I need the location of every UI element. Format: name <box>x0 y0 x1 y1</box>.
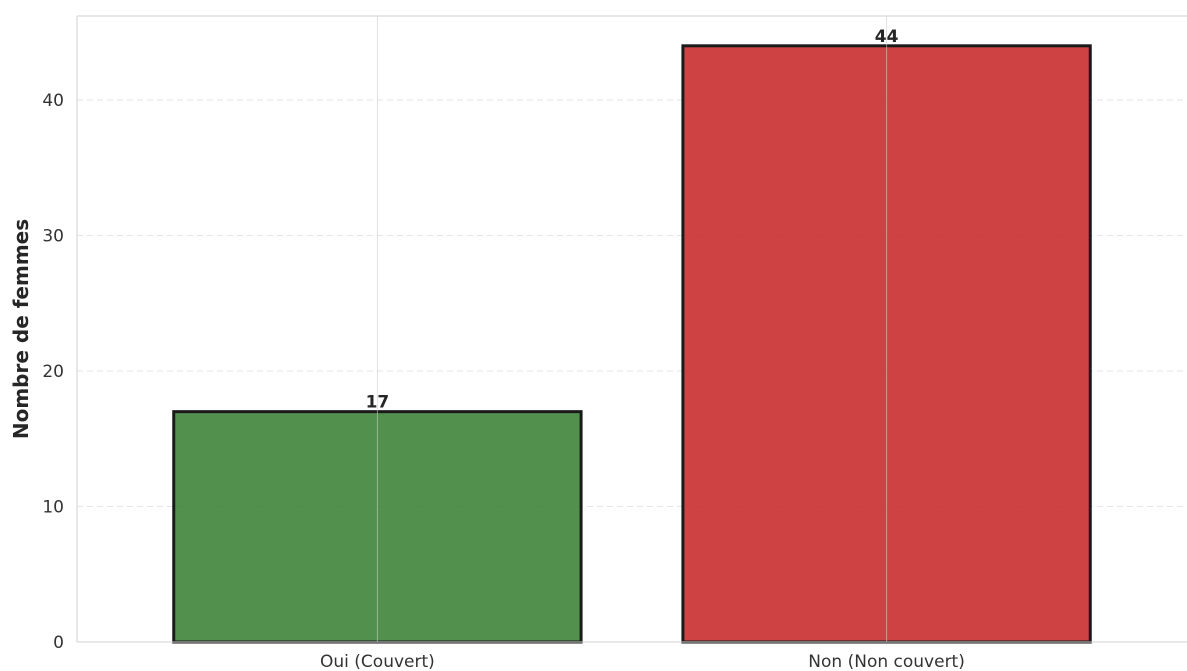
value-label: 17 <box>366 393 390 413</box>
x-tick-label: Non (Non couvert) <box>808 652 965 671</box>
vertical-gridlines <box>376 16 888 642</box>
y-tick-labels: 0 10 20 30 40 <box>42 91 64 653</box>
x-tick-label: Oui (Couvert) <box>320 652 435 671</box>
x-tick-labels: Oui (Couvert) Non (Non couvert) <box>320 652 965 671</box>
y-tick-label: 10 <box>42 498 64 518</box>
y-axis-title: Nombre de femmes <box>9 219 33 439</box>
y-tick-label: 30 <box>42 227 64 247</box>
y-tick-label: 20 <box>42 362 64 382</box>
value-label: 44 <box>875 27 899 47</box>
y-tick-label: 0 <box>53 633 64 653</box>
y-tick-label: 40 <box>42 91 64 111</box>
